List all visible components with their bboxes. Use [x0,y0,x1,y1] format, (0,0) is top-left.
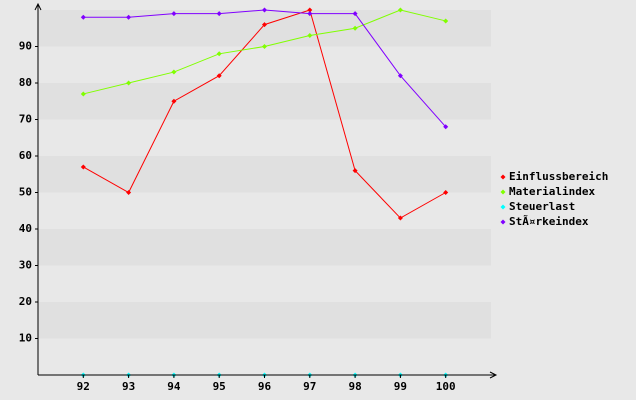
legend-label: StÃ¤rkeindex [509,215,589,228]
data-point [352,11,358,17]
grid-band [38,338,491,375]
data-point [352,168,358,174]
grid-band [38,83,491,120]
grid-band [38,156,491,193]
data-point [307,11,313,17]
y-tick-label: 20 [19,295,32,308]
data-point [262,44,267,49]
y-tick-label: 40 [19,222,32,235]
x-tick-label: 96 [258,380,272,393]
data-point [216,11,222,17]
data-point [443,18,449,24]
y-tick-label: 30 [19,259,32,272]
legend-marker [500,174,506,180]
legend-marker [500,204,506,210]
data-point [262,7,267,13]
plot-lines [80,7,449,378]
data-point [126,14,132,20]
y-tick-label: 50 [19,186,32,199]
data-point [397,7,403,13]
data-point [126,190,132,195]
legend-marker [500,189,506,195]
grid-band [38,229,491,266]
x-tick-label: 100 [436,380,456,393]
x-tick-label: 95 [213,380,226,393]
data-point [443,190,449,195]
data-point [352,25,358,31]
x-tick-label: 98 [348,380,361,393]
legend-label: Steuerlast [509,200,575,213]
grid-band [38,302,491,339]
grid-band [38,10,491,47]
y-tick-label: 10 [19,332,32,345]
data-point [80,164,86,170]
y-tick-label: 90 [19,40,32,53]
legend-label: Materialindex [509,185,595,198]
data-point [171,69,177,75]
data-point [262,22,267,28]
x-tick-label: 94 [167,380,181,393]
data-point [307,33,313,39]
legend-label: Einflussbereich [509,170,608,183]
data-point [397,73,403,79]
data-point [80,14,86,20]
x-tick-label: 97 [303,380,316,393]
data-point [307,7,313,13]
data-point [216,73,222,79]
y-tick-label: 60 [19,149,32,162]
data-point [216,51,222,57]
x-tick-label: 92 [77,380,90,393]
legend-marker [500,219,506,225]
x-axis-arrow [489,371,498,379]
grid-band [38,46,491,83]
data-point [126,80,132,86]
grid-band [38,265,491,302]
grid-band [38,119,491,156]
y-axis-arrow [34,2,42,11]
x-tick-label: 99 [394,380,407,393]
data-point [171,11,177,17]
x-tick-label: 93 [122,380,135,393]
plot-bands [38,10,491,375]
data-point [443,124,449,130]
data-point [171,98,177,104]
grid-band [38,192,491,229]
data-point [397,215,403,221]
y-tick-label: 80 [19,76,32,89]
data-point [80,91,86,97]
y-tick-label: 70 [19,113,32,126]
